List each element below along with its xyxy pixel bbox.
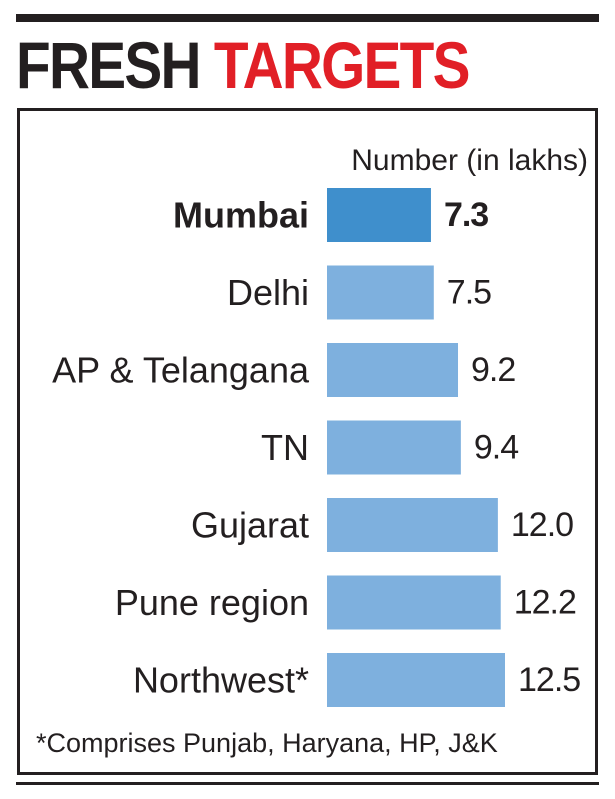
value-label-2: 9.2: [471, 351, 515, 389]
footnote: *Comprises Punjab, Haryana, HP, J&K: [36, 728, 498, 758]
bar-5: [327, 575, 501, 630]
category-label-6: Northwest*: [133, 660, 309, 701]
value-label-6: 12.5: [518, 661, 580, 699]
unit-label: Number (in lakhs): [351, 144, 588, 177]
value-label-1: 7.5: [447, 274, 491, 312]
bar-6: [327, 653, 505, 707]
category-label-1: Delhi: [227, 272, 309, 313]
bar-1: [327, 265, 434, 320]
bar-3: [327, 420, 461, 475]
title-word-targets: TARGETS: [213, 28, 471, 102]
category-label-5: Pune region: [115, 582, 309, 623]
category-label-3: TN: [261, 427, 309, 468]
bar-4: [327, 498, 498, 552]
category-label-4: Gujarat: [191, 505, 309, 546]
chart-frame: [17, 108, 598, 775]
title-word-fresh: FRESH: [16, 28, 201, 102]
bar-2: [327, 343, 459, 397]
category-label-2: AP & Telangana: [52, 350, 310, 391]
value-label-0: 7.3: [444, 196, 488, 234]
bottom-rule: [16, 782, 599, 785]
category-label-0: Mumbai: [173, 195, 309, 236]
chart-title: FRESH TARGETS: [16, 28, 471, 102]
bar-0: [327, 188, 431, 242]
value-label-3: 9.4: [474, 429, 518, 467]
top-rule: [16, 14, 599, 22]
value-label-5: 12.2: [514, 584, 576, 622]
value-label-4: 12.0: [511, 506, 573, 544]
